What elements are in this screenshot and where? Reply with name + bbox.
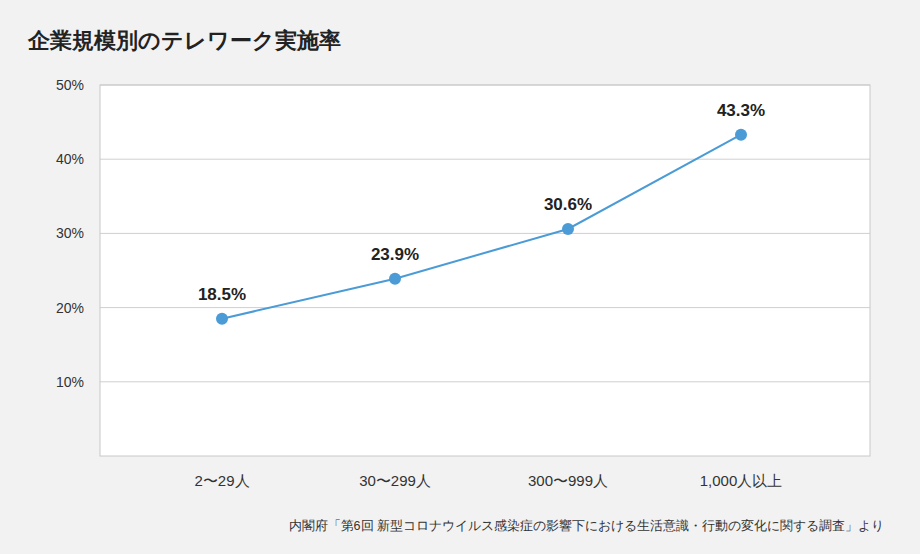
y-tick-label: 50%	[56, 77, 84, 93]
point	[216, 313, 228, 325]
plot-area	[100, 85, 870, 456]
grid-line	[100, 381, 870, 382]
page: {"chart_data": {"type": "line", "title":…	[0, 0, 920, 554]
point	[562, 223, 574, 235]
point	[389, 273, 401, 285]
x-tick-label: 2〜29人	[194, 472, 249, 489]
data-label: 43.3%	[717, 101, 765, 120]
series-group	[216, 129, 747, 325]
plot-frame	[100, 85, 870, 456]
x-tick-label: 1,000人以上	[700, 472, 783, 489]
line	[222, 135, 741, 319]
data-label: 18.5%	[198, 285, 246, 304]
grid-line	[100, 233, 870, 234]
chart-svg: 企業規模別のテレワーク実施率 10% 20% 30% 40% 50% 2〜29人 30〜299…	[0, 0, 920, 554]
chart-container: 企業規模別のテレワーク実施率 10% 20% 30% 40% 50% 2〜29人 30〜299…	[0, 0, 920, 554]
data-label: 30.6%	[544, 195, 592, 214]
grid-line	[100, 159, 870, 160]
data-label: 23.9%	[371, 245, 419, 264]
x-tick-label: 30〜299人	[359, 472, 431, 489]
grid-line	[100, 307, 870, 308]
source: 内閣府「第6回 新型コロナウイルス感染症の影響下における生活意識・行動の変化に関…	[289, 518, 884, 533]
title: 企業規模別のテレワーク実施率	[27, 28, 341, 53]
point	[735, 129, 747, 141]
y-tick-label: 30%	[56, 225, 84, 241]
y-tick-label: 10%	[56, 374, 84, 390]
y-tick-label: 20%	[56, 300, 84, 316]
y-tick-label: 40%	[56, 151, 84, 167]
x-tick-label: 300〜999人	[528, 472, 608, 489]
